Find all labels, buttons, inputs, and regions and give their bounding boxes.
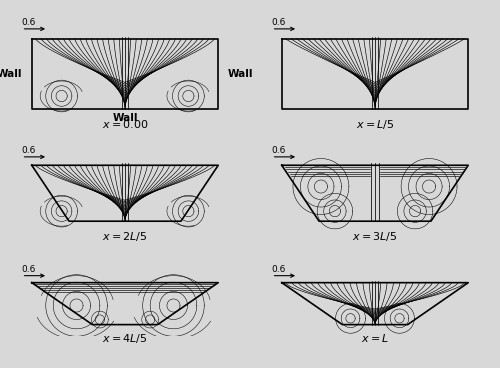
Text: 0.6: 0.6 [22,146,36,155]
Text: $x=L$: $x=L$ [361,332,389,344]
Text: $x=2L/5$: $x=2L/5$ [102,230,148,243]
Text: $x=3L/5$: $x=3L/5$ [352,230,398,243]
Text: Wall: Wall [228,69,253,79]
Text: 0.6: 0.6 [272,265,286,274]
Text: 0.6: 0.6 [22,265,36,274]
Text: 0.6: 0.6 [272,18,286,27]
Text: Wall: Wall [0,69,22,79]
Text: $x=4L/5$: $x=4L/5$ [102,332,148,344]
Text: 0.6: 0.6 [22,18,36,27]
Text: 0.6: 0.6 [272,146,286,155]
Text: $x=0.00$: $x=0.00$ [102,118,148,130]
Text: $x=L/5$: $x=L/5$ [356,118,394,131]
Text: Wall: Wall [112,113,138,123]
